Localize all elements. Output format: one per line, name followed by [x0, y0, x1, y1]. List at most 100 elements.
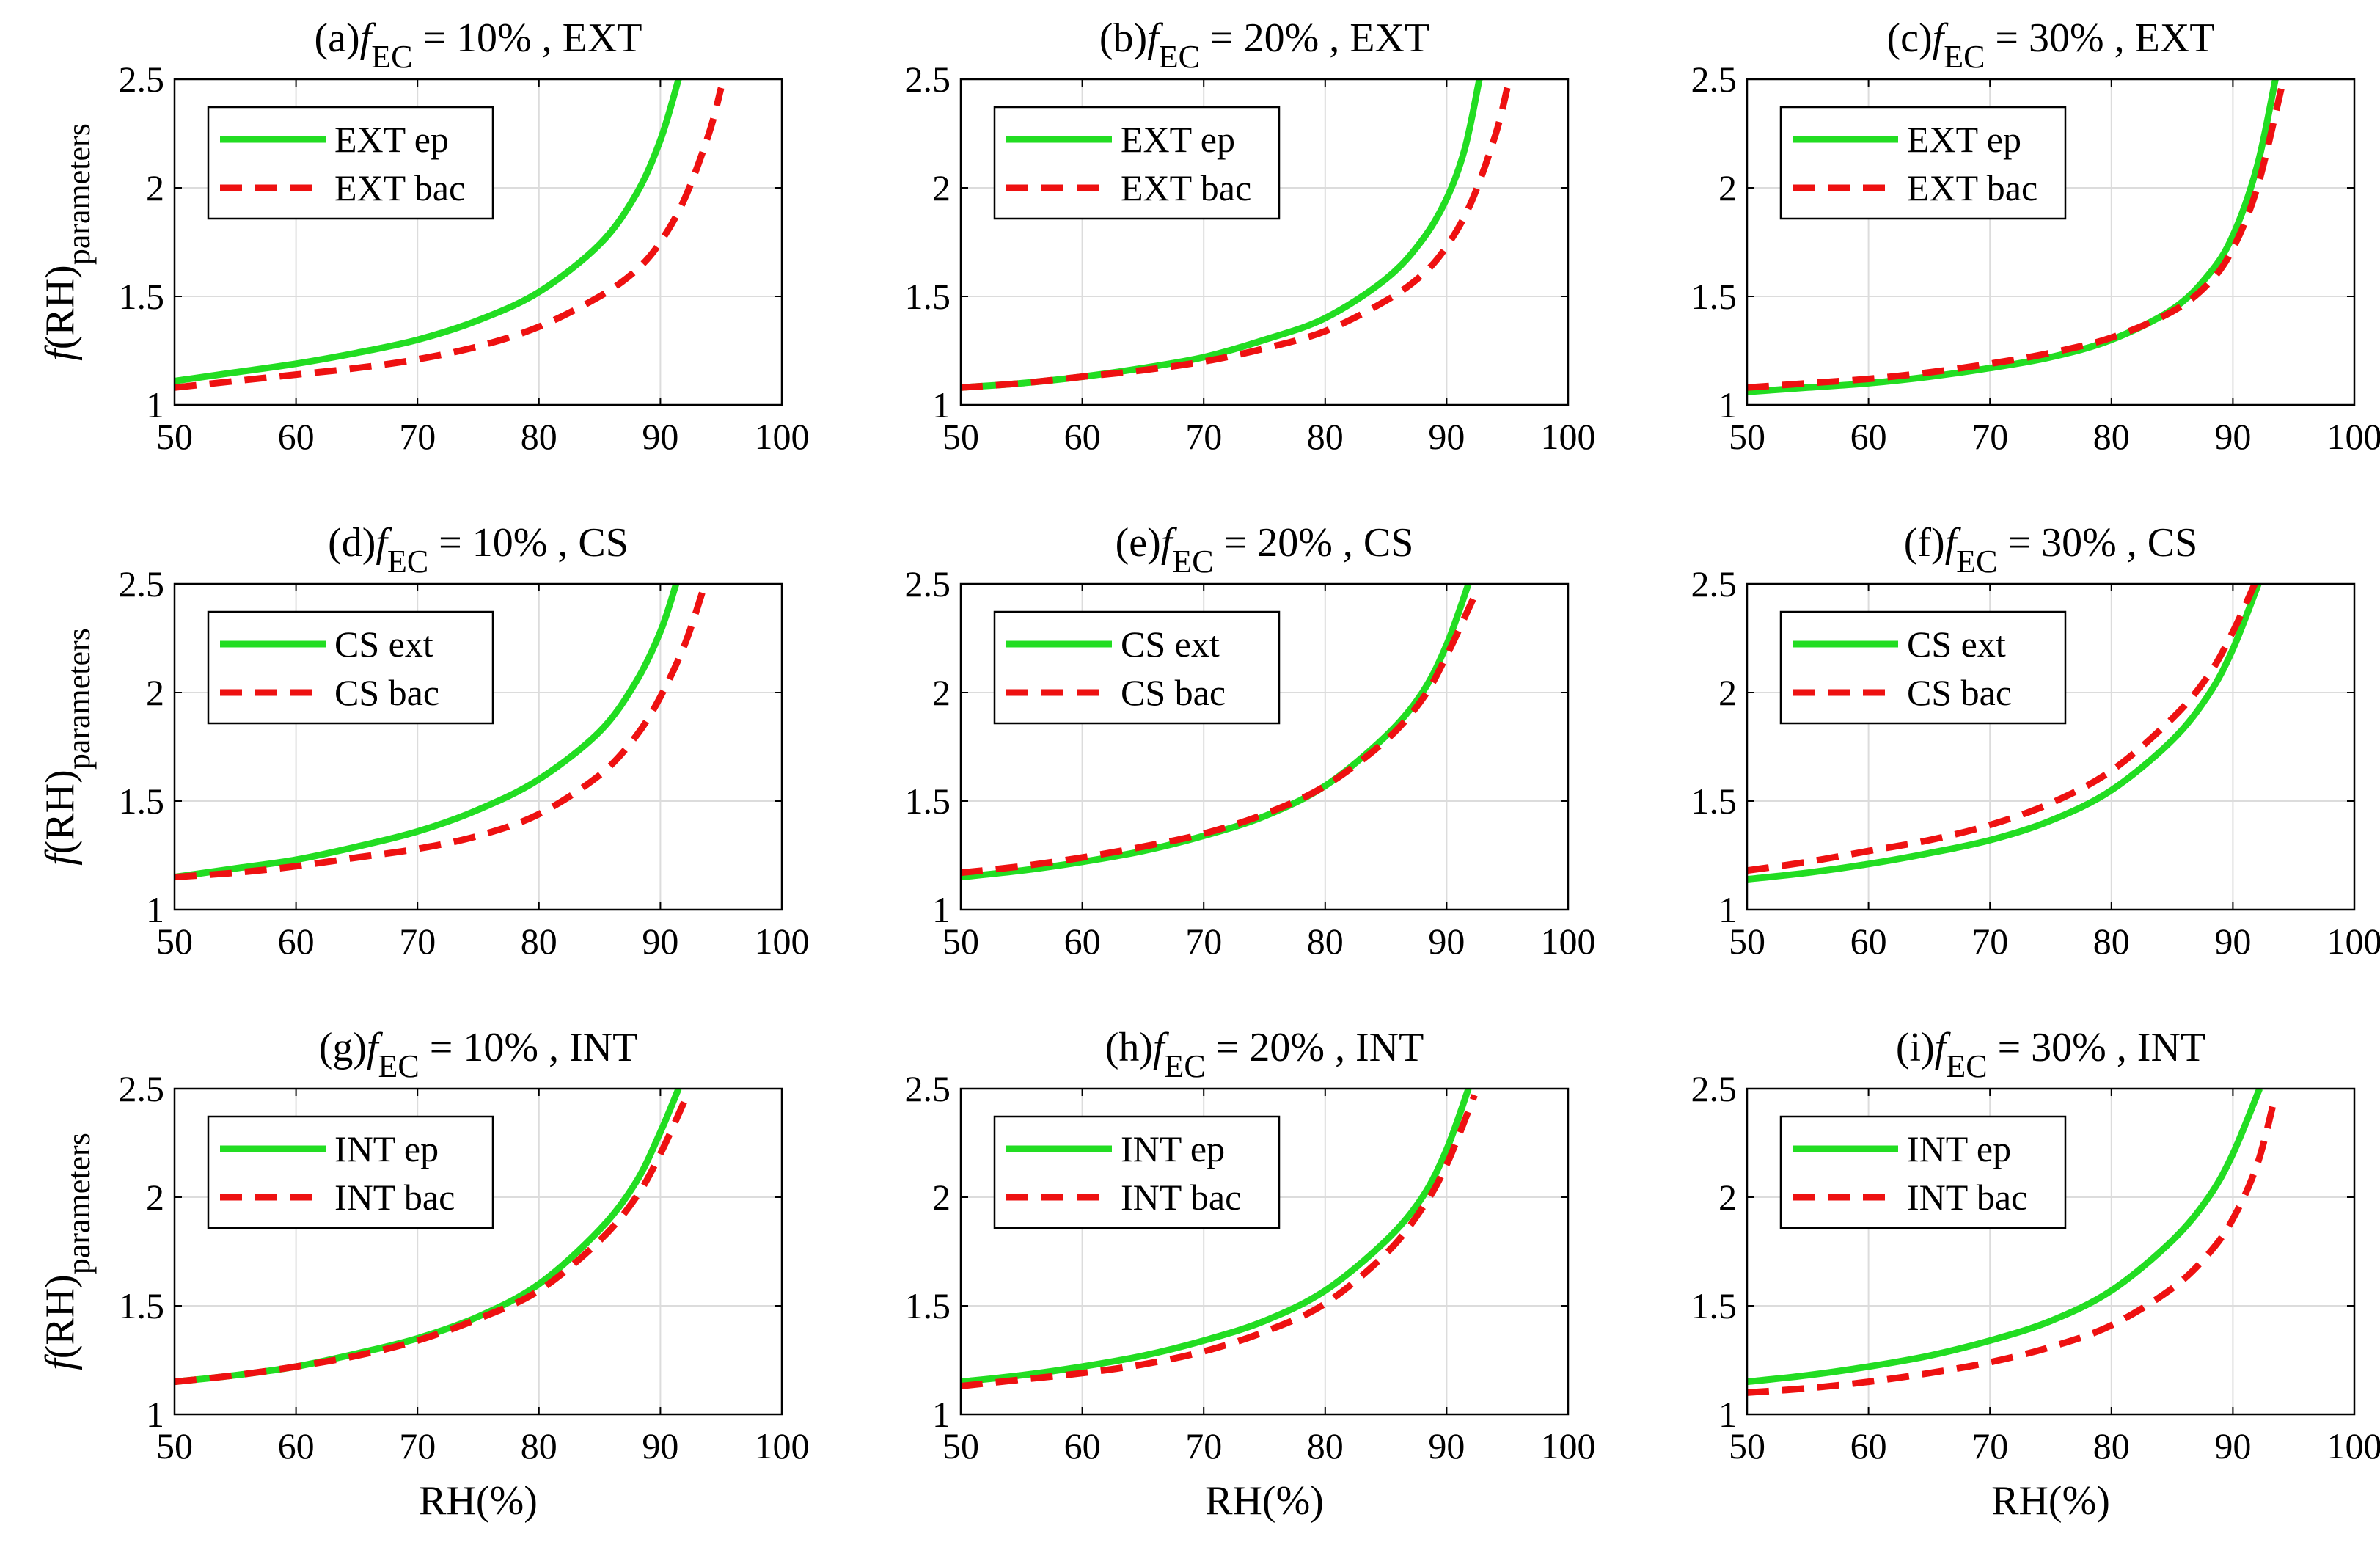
series-line-dashed [175, 87, 725, 391]
y-tick-label: 2.5 [905, 59, 951, 100]
legend-label: INT bac [334, 1177, 455, 1218]
legend-label: EXT ep [1121, 119, 1235, 160]
legend-box [993, 106, 1281, 220]
x-tick-label: 60 [1850, 921, 1887, 962]
y-tick-label: 2 [146, 672, 164, 713]
x-tick-label: 60 [1064, 1425, 1101, 1466]
x-tick-label: 60 [278, 1425, 315, 1466]
axes-box [1746, 78, 2356, 406]
series-line-solid [175, 584, 680, 881]
legend-label: CS ext [1121, 624, 1220, 665]
x-tick-label: 80 [1307, 416, 1344, 457]
y-axis-label: f(RH)parameters [37, 628, 97, 866]
subplot-c: 50 60 70 80 90 100 1 1.5 2 2.5 EXT ep EXT bac (c)fEC… [1691, 15, 2380, 457]
y-tick-label: 2 [932, 672, 951, 713]
subplot-e: 50 60 70 80 90 100 1 1.5 2 2.5 CS ext CS bac (e)fEC … [905, 520, 1596, 962]
x-tick-label: 90 [642, 1425, 678, 1466]
x-axis-label: RH(%) [1205, 1478, 1324, 1524]
x-tick-label: 70 [1185, 416, 1222, 457]
legend-label: INT ep [1121, 1128, 1225, 1169]
axes-box [959, 78, 1570, 406]
y-tick-label: 1 [146, 1394, 164, 1435]
x-tick-label: 100 [2327, 1425, 2380, 1466]
subplot-title: (b)fEC = 20% , EXT [1099, 15, 1429, 75]
y-tick-label: 1.5 [119, 276, 165, 317]
subplot-title: (h)fEC = 20% , INT [1105, 1025, 1424, 1084]
x-tick-label: 80 [2093, 416, 2130, 457]
x-tick-label: 90 [642, 921, 678, 962]
axes-box [1746, 582, 2356, 911]
x-tick-label: 100 [1541, 921, 1596, 962]
y-tick-label: 2 [932, 167, 951, 208]
y-tick-label: 2 [932, 1177, 951, 1218]
legend: EXT ep EXT bac [993, 106, 1281, 220]
x-tick-label: 70 [1185, 1425, 1222, 1466]
axes-box [173, 582, 783, 911]
series-line-solid [1747, 584, 2262, 883]
legend-label: INT ep [1907, 1128, 2011, 1169]
x-tick-label: 100 [2327, 416, 2380, 457]
x-tick-label: 50 [1729, 416, 1765, 457]
legend-box [207, 1115, 494, 1229]
y-tick-label: 2.5 [1691, 563, 1738, 604]
series-line-dashed [175, 589, 706, 881]
series-line-solid [1747, 79, 2279, 395]
y-tick-label: 1 [146, 384, 164, 425]
x-tick-label: 50 [156, 921, 193, 962]
x-tick-label: 60 [1064, 416, 1101, 457]
y-tick-label: 1.5 [1691, 1285, 1738, 1326]
x-tick-label: 100 [755, 416, 810, 457]
x-tick-label: 70 [1971, 1425, 2008, 1466]
x-tick-label: 80 [521, 1425, 557, 1466]
y-tick-label: 2.5 [905, 563, 951, 604]
subplot-title: (f)fEC = 30% , CS [1904, 520, 2197, 580]
y-tick-label: 1 [932, 1394, 951, 1435]
y-tick-label: 2.5 [1691, 1068, 1738, 1109]
x-tick-label: 70 [399, 416, 436, 457]
y-tick-label: 2.5 [119, 563, 165, 604]
x-tick-label: 60 [1064, 921, 1101, 962]
series-line-solid [175, 1089, 682, 1386]
legend-label: CS bac [334, 672, 439, 713]
x-axis-label: RH(%) [419, 1478, 538, 1524]
series-line-dashed [961, 1094, 1478, 1389]
legend-label: CS ext [334, 624, 433, 665]
y-tick-label: 1.5 [119, 1285, 165, 1326]
legend-box [207, 106, 494, 220]
x-tick-label: 100 [1541, 1425, 1596, 1466]
y-tick-label: 1.5 [905, 1285, 951, 1326]
x-tick-label: 50 [156, 1425, 193, 1466]
x-tick-label: 100 [1541, 416, 1596, 457]
series-line-solid [961, 1089, 1472, 1386]
y-tick-label: 2.5 [905, 1068, 951, 1109]
y-axis-label: f(RH)parameters [37, 1133, 97, 1370]
subplot-title: (g)fEC = 10% , INT [319, 1025, 638, 1084]
y-tick-label: 1.5 [1691, 276, 1738, 317]
y-tick-label: 1 [1718, 889, 1737, 930]
subplot-a: 50 60 70 80 90 100 1 1.5 2 2.5 EXT ep EXT bac (a)fEC… [37, 15, 810, 457]
x-tick-label: 60 [1850, 1425, 1887, 1466]
y-tick-label: 1 [146, 889, 164, 930]
x-tick-label: 50 [942, 921, 979, 962]
x-tick-label: 90 [1428, 416, 1465, 457]
x-tick-label: 100 [755, 921, 810, 962]
x-tick-label: 90 [2214, 1425, 2251, 1466]
series-line-solid [961, 584, 1472, 881]
axes-box [959, 1087, 1570, 1416]
legend-label: CS bac [1907, 672, 2012, 713]
legend-label: EXT bac [1907, 167, 2037, 208]
x-tick-label: 80 [521, 921, 557, 962]
series-line-dashed [1747, 87, 2285, 391]
x-tick-label: 60 [278, 921, 315, 962]
legend: INT ep INT bac [1779, 1115, 2067, 1229]
series-line-dashed [961, 87, 1511, 391]
y-tick-label: 2.5 [1691, 59, 1738, 100]
y-tick-label: 1 [932, 889, 951, 930]
axes-box [173, 78, 783, 406]
subplot-title: (a)fEC = 10% , EXT [314, 15, 642, 75]
x-tick-label: 60 [278, 416, 315, 457]
x-tick-label: 50 [1729, 921, 1765, 962]
subplot-title: (c)fEC = 30% , EXT [1886, 15, 2214, 75]
x-tick-label: 90 [1428, 921, 1465, 962]
